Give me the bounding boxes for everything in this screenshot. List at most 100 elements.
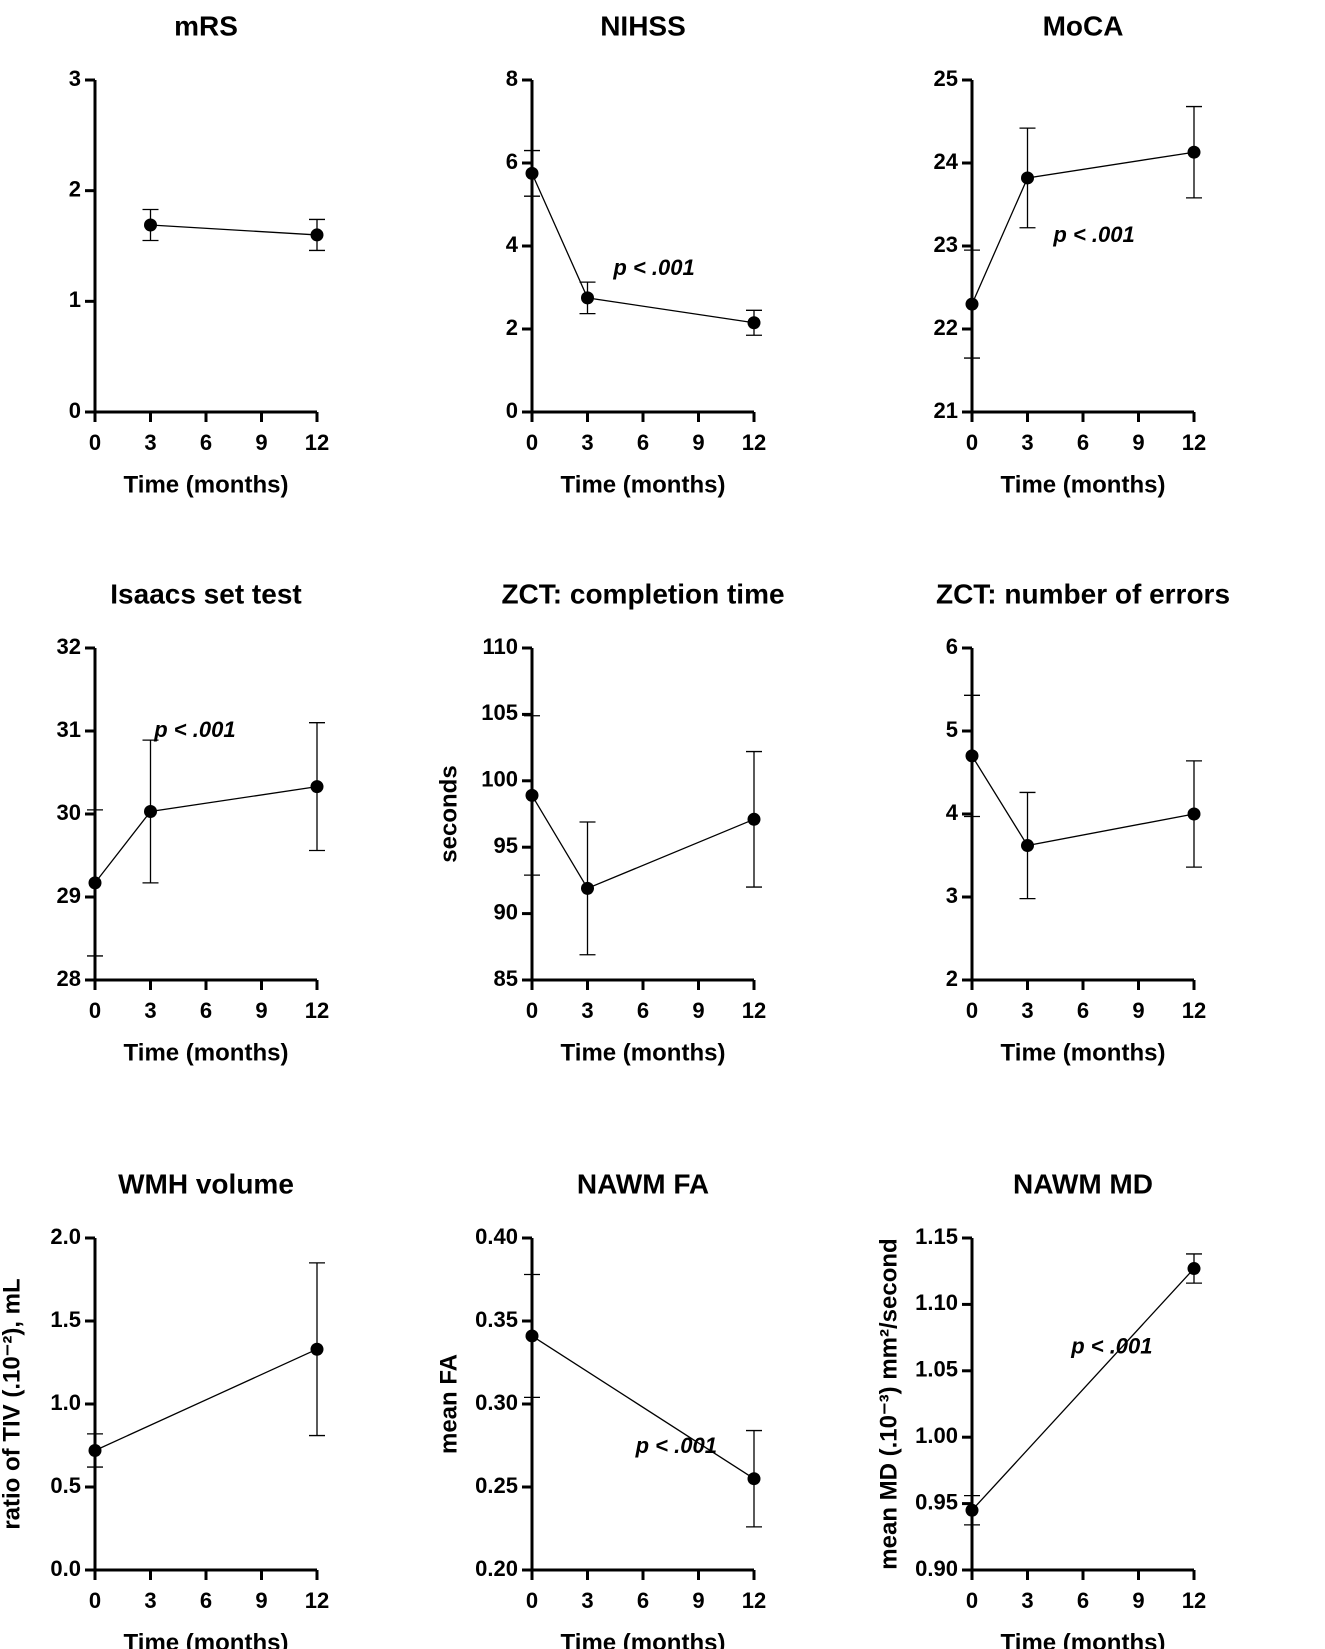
x-tick-label: 12 xyxy=(742,430,766,455)
chart-title: Isaacs set test xyxy=(110,578,301,609)
y-tick-label: 1 xyxy=(69,287,81,312)
y-tick-label: 21 xyxy=(934,398,958,423)
x-tick-label: 6 xyxy=(637,998,649,1023)
y-tick-label: 0 xyxy=(506,398,518,423)
x-tick-label: 3 xyxy=(581,998,593,1023)
y-tick-label: 1.00 xyxy=(915,1423,958,1448)
x-tick-label: 6 xyxy=(1077,430,1089,455)
y-axis-label: ratio of TIV (.10⁻²), mL xyxy=(0,1278,25,1529)
y-tick-label: 1.0 xyxy=(50,1390,81,1415)
x-axis-label: Time (months) xyxy=(124,471,289,498)
line xyxy=(150,224,318,236)
chart-title: WMH volume xyxy=(118,1168,294,1199)
data-point xyxy=(965,1503,979,1517)
y-tick-label: 105 xyxy=(481,700,518,725)
data-point xyxy=(747,316,761,330)
x-tick-label: 12 xyxy=(742,998,766,1023)
y-tick-label: 90 xyxy=(494,899,518,924)
data-point xyxy=(965,749,979,763)
y-axis-label: mean FA xyxy=(435,1354,462,1454)
y-tick-label: 1.15 xyxy=(915,1224,958,1249)
data-point xyxy=(1187,1262,1201,1276)
y-tick-label: 0 xyxy=(69,398,81,423)
x-tick-label: 12 xyxy=(1182,430,1206,455)
y-tick-label: 1.5 xyxy=(50,1307,81,1332)
x-tick-label: 0 xyxy=(89,1588,101,1613)
chart-title: NAWM FA xyxy=(577,1168,709,1199)
x-tick-label: 6 xyxy=(1077,1588,1089,1613)
x-axis-label: Time (months) xyxy=(1001,471,1166,498)
data-point xyxy=(144,805,157,819)
x-tick-label: 0 xyxy=(526,430,538,455)
y-tick-label: 25 xyxy=(934,66,958,91)
data-point xyxy=(581,291,594,305)
data-point xyxy=(88,1443,102,1457)
x-tick-label: 12 xyxy=(1182,998,1206,1023)
data-point xyxy=(88,876,102,890)
y-tick-label: 6 xyxy=(506,149,518,174)
y-tick-label: 32 xyxy=(57,634,81,659)
y-tick-label: 0.95 xyxy=(915,1489,958,1514)
chart-title: ZCT: number of errors xyxy=(936,578,1230,609)
x-axis-label: Time (months) xyxy=(561,471,726,498)
x-tick-label: 0 xyxy=(89,430,101,455)
x-tick-label: 12 xyxy=(1182,1588,1206,1613)
annotation: p < .001 xyxy=(612,255,694,280)
x-tick-label: 3 xyxy=(1021,998,1033,1023)
x-tick-label: 6 xyxy=(637,430,649,455)
x-tick-label: 9 xyxy=(255,430,267,455)
x-tick-label: 3 xyxy=(581,430,593,455)
x-tick-label: 6 xyxy=(200,998,212,1023)
chart-title: mRS xyxy=(174,10,238,41)
x-tick-label: 0 xyxy=(966,998,978,1023)
data-point xyxy=(525,166,539,180)
y-tick-label: 3 xyxy=(946,883,958,908)
y-tick-label: 22 xyxy=(934,315,958,340)
x-tick-label: 3 xyxy=(144,998,156,1023)
x-tick-label: 3 xyxy=(144,430,156,455)
data-point xyxy=(310,228,324,242)
y-tick-label: 95 xyxy=(494,833,518,858)
x-tick-label: 9 xyxy=(692,1588,704,1613)
data-point xyxy=(525,788,539,802)
line xyxy=(971,755,1195,847)
x-tick-label: 6 xyxy=(637,1588,649,1613)
data-point xyxy=(1187,807,1201,821)
data-point xyxy=(1187,145,1201,159)
y-tick-label: 31 xyxy=(57,717,81,742)
x-tick-label: 6 xyxy=(200,1588,212,1613)
chart-title: NAWM MD xyxy=(1013,1168,1153,1199)
data-point xyxy=(965,297,979,311)
x-tick-label: 9 xyxy=(255,998,267,1023)
y-tick-label: 2.0 xyxy=(50,1224,81,1249)
x-tick-label: 0 xyxy=(966,430,978,455)
data-point xyxy=(525,1329,539,1343)
x-tick-label: 9 xyxy=(692,430,704,455)
chart-title: ZCT: completion time xyxy=(501,578,784,609)
y-tick-label: 0.0 xyxy=(50,1556,81,1581)
y-tick-label: 2 xyxy=(506,315,518,340)
line xyxy=(531,173,755,324)
x-axis-label: Time (months) xyxy=(124,1629,289,1649)
y-tick-label: 23 xyxy=(934,232,958,257)
y-tick-label: 100 xyxy=(481,767,518,792)
y-tick-label: 5 xyxy=(946,717,958,742)
x-tick-label: 12 xyxy=(742,1588,766,1613)
y-tick-label: 30 xyxy=(57,800,81,825)
x-tick-label: 6 xyxy=(1077,998,1089,1023)
y-tick-label: 6 xyxy=(946,634,958,659)
y-tick-label: 0.30 xyxy=(475,1390,518,1415)
data-point xyxy=(1021,171,1034,185)
y-tick-label: 1.10 xyxy=(915,1290,958,1315)
annotation: p < .001 xyxy=(635,1433,717,1458)
x-tick-label: 0 xyxy=(966,1588,978,1613)
x-tick-label: 3 xyxy=(1021,1588,1033,1613)
annotation: p < .001 xyxy=(1052,222,1134,247)
data-point xyxy=(310,780,324,794)
y-tick-label: 85 xyxy=(494,966,518,991)
x-axis-label: Time (months) xyxy=(561,1039,726,1066)
data-point xyxy=(310,1342,324,1356)
data-point xyxy=(581,881,594,895)
x-tick-label: 3 xyxy=(581,1588,593,1613)
